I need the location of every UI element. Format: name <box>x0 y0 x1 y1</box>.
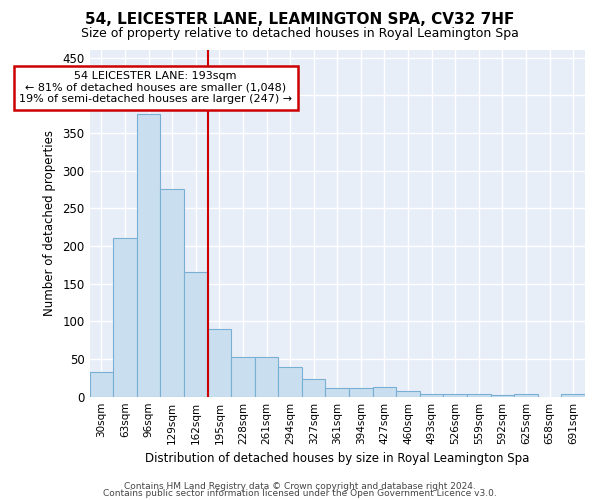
Bar <box>467 394 491 396</box>
Text: Contains HM Land Registry data © Crown copyright and database right 2024.: Contains HM Land Registry data © Crown c… <box>124 482 476 491</box>
Bar <box>349 388 373 396</box>
Bar <box>137 114 160 397</box>
Text: 54, LEICESTER LANE, LEAMINGTON SPA, CV32 7HF: 54, LEICESTER LANE, LEAMINGTON SPA, CV32… <box>85 12 515 28</box>
Bar <box>491 395 514 396</box>
Text: Contains public sector information licensed under the Open Government Licence v3: Contains public sector information licen… <box>103 490 497 498</box>
Bar <box>184 272 208 396</box>
Y-axis label: Number of detached properties: Number of detached properties <box>43 130 56 316</box>
Bar <box>443 394 467 396</box>
Bar <box>396 390 420 396</box>
Bar <box>208 329 231 396</box>
Bar <box>278 366 302 396</box>
Bar <box>562 394 585 396</box>
Bar <box>302 380 325 396</box>
Bar <box>255 356 278 397</box>
Bar <box>420 394 443 396</box>
X-axis label: Distribution of detached houses by size in Royal Leamington Spa: Distribution of detached houses by size … <box>145 452 529 465</box>
Bar <box>113 238 137 396</box>
Bar <box>89 372 113 396</box>
Text: 54 LEICESTER LANE: 193sqm  
← 81% of detached houses are smaller (1,048)
19% of : 54 LEICESTER LANE: 193sqm ← 81% of detac… <box>19 71 292 104</box>
Text: Size of property relative to detached houses in Royal Leamington Spa: Size of property relative to detached ho… <box>81 28 519 40</box>
Bar <box>373 387 396 396</box>
Bar <box>514 394 538 396</box>
Bar <box>231 356 255 397</box>
Bar <box>160 190 184 396</box>
Bar <box>325 388 349 396</box>
